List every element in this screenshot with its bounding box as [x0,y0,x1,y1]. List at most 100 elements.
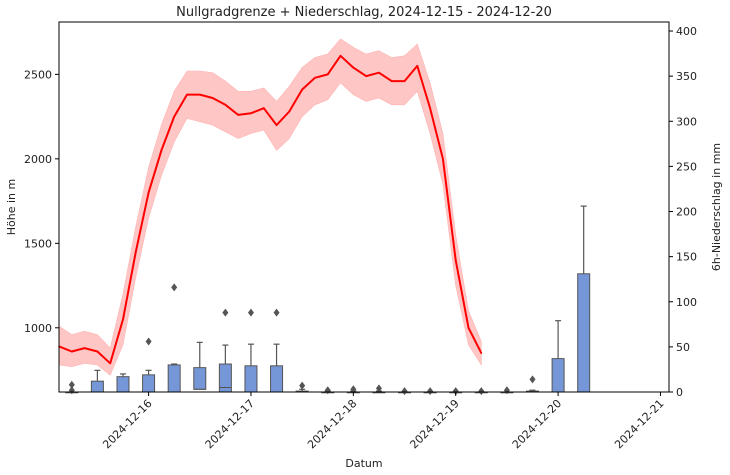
median-point [467,326,470,329]
median-point [314,76,316,79]
median-point [70,350,73,353]
median-point [96,350,99,353]
median-point [275,124,278,126]
box-body [244,365,258,393]
median-line-layer [58,54,483,365]
y-right-tick-label: 100 [676,296,697,309]
precip-box [500,386,514,395]
median-point [442,158,444,160]
box-outlier [299,381,306,390]
box-body [270,365,284,393]
box-outlier [427,387,434,396]
median-point [365,75,367,77]
precip-box [218,308,232,393]
precip-box [321,386,335,395]
precip-box [270,308,284,393]
left-axis-ticks: 1000 1500 2000 2500 [24,68,59,335]
box-body [116,376,130,393]
median-point [250,112,252,115]
box-body [193,367,207,390]
precip-box [193,341,207,390]
median-point [416,65,419,67]
median-point [390,80,393,82]
precip-box [90,369,104,393]
median-point [326,73,329,76]
median-point [186,93,188,96]
median-point [224,103,227,106]
precip-box [398,387,412,396]
box-outlier [247,308,254,317]
x-tick-label: 2024-12-17 [203,397,257,451]
median-point [160,149,163,152]
precip-box [116,373,130,393]
median-point [429,107,431,109]
precip-box [167,283,181,393]
median-point [262,107,265,109]
box-outlier [375,384,382,393]
y-left-tick-label: 1500 [24,237,52,250]
uncertainty-band-layer [58,38,482,376]
y-right-tick-label: 150 [676,251,697,264]
x-tick-label: 2024-12-21 [612,397,666,451]
median-point [83,347,86,349]
median-point [173,115,175,118]
precip-box [551,320,565,393]
box-body [90,380,104,393]
precip-box [142,337,156,393]
precip-box [423,387,437,396]
y-axis-left-label: Höhe in m [5,179,18,235]
box-body [577,273,591,393]
median-point [378,71,380,74]
box-outlier [401,387,408,396]
median-point [109,362,111,365]
box-outlier [273,308,280,317]
x-axis-ticks: 2024-12-16 2024-12-17 2024-12-18 2024-12-19… [100,392,667,451]
x-tick-label: 2024-12-16 [100,397,154,451]
median-point [288,110,291,113]
y-left-tick-label: 1000 [24,322,52,335]
y-left-tick-label: 2500 [24,68,52,81]
y-right-tick-label: 250 [676,160,697,173]
box-body [167,364,181,393]
median-point [122,318,124,321]
precip-box [577,205,591,393]
x-tick-label: 2024-12-18 [305,397,359,451]
x-tick-label: 2024-12-19 [407,397,461,451]
box-outlier [478,387,485,396]
y-right-tick-label: 50 [676,341,690,354]
y-right-tick-label: 400 [676,25,697,38]
median-point [480,352,483,354]
plot-frame [58,21,670,393]
box-outlier [529,375,536,384]
median-line [58,54,483,365]
median-point [134,250,137,253]
precip-box [244,308,258,393]
box-body [551,358,565,393]
median-point [403,80,406,82]
median-point [454,259,457,262]
precip-box [525,375,539,393]
y-axis-right-label: 6h-Niederschlag in mm [710,143,723,271]
x-tick-label: 2024-12-20 [510,397,564,451]
chart-title: Nullgradgrenze + Niederschlag, 2024-12-1… [176,5,552,20]
median-point [301,88,303,91]
box-outlier [452,387,459,396]
right-axis-ticks: 0 50 100 150 200 250 300 350 400 [669,25,697,399]
median-point [198,93,201,96]
uncertainty-band [58,38,482,376]
y-right-tick-label: 350 [676,70,697,83]
precip-box [295,381,309,393]
median-point [339,54,342,57]
x-axis-label: Datum [345,457,382,470]
median-point [211,97,214,99]
y-right-tick-label: 300 [676,115,697,128]
median-point [237,114,239,116]
median-point [147,191,150,194]
box-body [142,374,156,393]
box-outlier [171,283,178,292]
box-outlier [222,308,229,317]
y-right-tick-label: 0 [676,386,683,399]
box-outlier [68,380,75,389]
precip-box [474,387,488,396]
